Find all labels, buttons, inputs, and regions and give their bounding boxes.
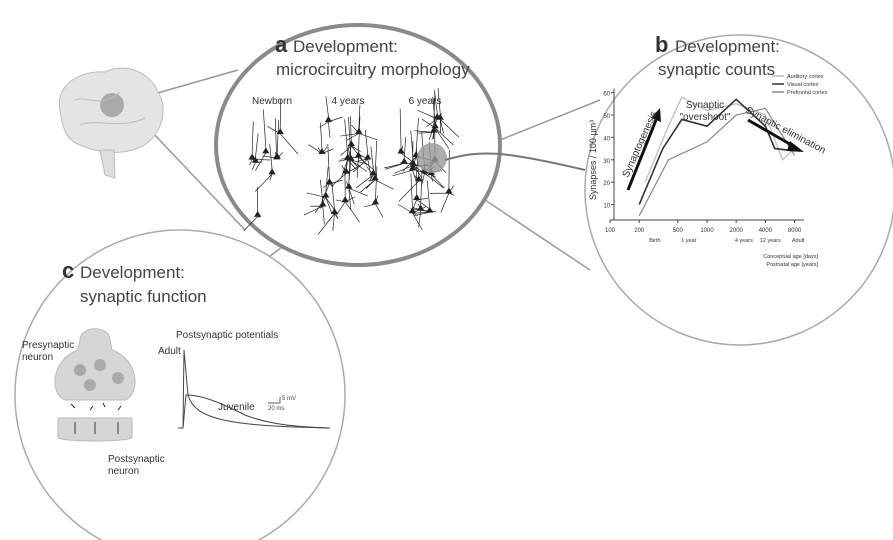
y-tick-label: 50	[603, 114, 610, 120]
age-tick-label: Birth	[649, 238, 660, 244]
panel-title: synaptic function	[80, 287, 207, 306]
label: Presynaptic	[22, 340, 74, 351]
age-label: Newborn	[252, 96, 292, 107]
y-tick-label: 10	[603, 204, 610, 210]
y-tick-label: 20	[603, 181, 610, 187]
trace-title: Postsynaptic potentials	[176, 330, 278, 341]
axis-label: Conceptual age [days]	[763, 254, 818, 260]
age-tick-label: 4 years	[735, 238, 753, 244]
panel-letter: a	[275, 32, 288, 57]
panel-letter: c	[62, 258, 74, 283]
legend-label: Visual cortex	[787, 82, 819, 88]
panel-title: Development:	[675, 37, 780, 56]
highlight	[417, 143, 447, 173]
label: Postsynaptic	[108, 454, 165, 465]
axis-label: Postnatal age [years]	[766, 262, 818, 268]
x-tick-label: 4000	[759, 228, 773, 234]
legend-label: Auditory cortex	[787, 74, 824, 80]
panel-letter: b	[655, 32, 668, 57]
x-tick-label: 100	[605, 228, 616, 234]
panel-title: microcircuitry morphology	[276, 60, 470, 79]
x-tick-label: 500	[673, 228, 684, 234]
panel-title: synaptic counts	[658, 60, 775, 79]
scale-label: 20 ms	[268, 406, 284, 412]
y-tick-label: 60	[603, 92, 610, 98]
age-label: 4 years	[332, 96, 365, 107]
axis-label: Synapses / 100 µm³	[588, 120, 598, 200]
age-tick-label: Adult	[792, 238, 805, 244]
label: neuron	[108, 466, 139, 477]
legend-label: Prefrontal cortex	[787, 90, 828, 96]
trace-label: Adult	[158, 346, 181, 357]
x-tick-label: 2000	[730, 228, 744, 234]
x-tick-label: 1000	[700, 228, 714, 234]
panel-b-frame	[585, 35, 893, 345]
y-tick-label: 40	[603, 136, 610, 142]
age-tick-label: 1 year	[681, 238, 696, 244]
annotation: Synaptic	[686, 100, 724, 111]
brain	[59, 68, 163, 178]
figure: a Development: microcircuitry morphology…	[0, 0, 893, 540]
x-tick-label: 8000	[788, 228, 802, 234]
panel-title: Development:	[293, 37, 398, 56]
x-tick-label: 200	[634, 228, 645, 234]
panel-title: Development:	[80, 263, 185, 282]
label: neuron	[22, 352, 53, 363]
annotation: "overshoot"	[679, 112, 730, 123]
y-tick-label: 30	[603, 159, 610, 165]
age-tick-label: 12 years	[760, 238, 781, 244]
scale-label: 5 mV	[282, 396, 296, 402]
annotation: Synaptic elimination	[744, 105, 828, 156]
